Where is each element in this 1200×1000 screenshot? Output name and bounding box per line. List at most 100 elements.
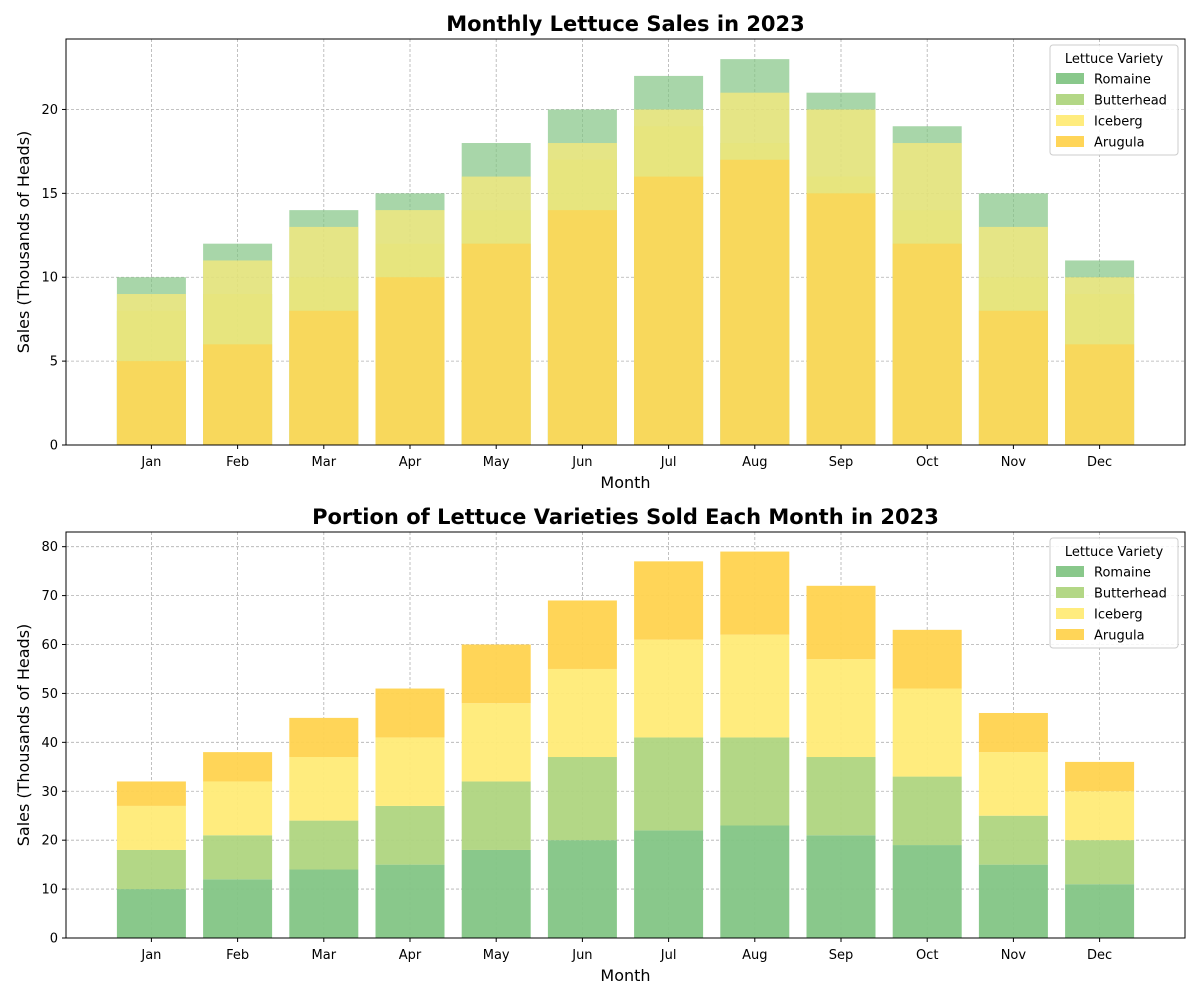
x-tick-label-apr: Apr <box>399 455 422 470</box>
bar-arugula-dec <box>1065 344 1135 445</box>
x-tick-label-may: May <box>483 455 510 470</box>
bar-iceberg-sep <box>806 659 876 758</box>
bar-iceberg-may <box>461 703 531 782</box>
bar-arugula-nov <box>978 712 1048 753</box>
bar-butterhead-jul <box>634 737 704 831</box>
bar-romaine-feb <box>203 879 273 938</box>
y-tick-label: 0 <box>50 932 58 947</box>
bar-romaine-sep <box>806 835 876 938</box>
x-tick-label-sep: Sep <box>829 455 854 470</box>
bar-arugula-mar <box>289 717 359 758</box>
bar-romaine-jun <box>547 840 617 938</box>
bar-butterhead-oct <box>892 776 962 846</box>
legend-label-iceberg: Iceberg <box>1094 115 1143 130</box>
legend-swatch-iceberg <box>1056 115 1084 126</box>
bar-iceberg-dec <box>1065 791 1135 841</box>
x-tick-label-may: May <box>483 948 510 963</box>
bar-romaine-mar <box>289 869 359 938</box>
x-tick-label-nov: Nov <box>1001 455 1027 470</box>
bar-arugula-jan <box>116 361 186 445</box>
chart-title: Portion of Lettuce Varieties Sold Each M… <box>312 505 939 529</box>
bar-butterhead-sep <box>806 757 876 836</box>
y-tick-label: 10 <box>41 883 58 898</box>
x-tick-label-dec: Dec <box>1087 948 1112 963</box>
legend-label-romaine: Romaine <box>1094 566 1151 581</box>
bar-romaine-nov <box>978 864 1048 938</box>
y-tick-label: 70 <box>41 589 58 604</box>
x-tick-label-nov: Nov <box>1001 948 1027 963</box>
bar-arugula-sep <box>806 193 876 445</box>
bar-iceberg-jul <box>634 639 704 738</box>
legend-box <box>1049 537 1179 649</box>
bar-romaine-aug <box>720 825 790 938</box>
bar-romaine-dec <box>1065 884 1135 938</box>
bars <box>116 551 1135 938</box>
y-tick-label: 0 <box>50 439 58 454</box>
bar-arugula-sep <box>806 585 876 660</box>
bar-arugula-apr <box>375 688 445 738</box>
y-tick-label: 20 <box>41 103 58 118</box>
bar-romaine-apr <box>375 864 445 938</box>
x-tick-label-jul: Jul <box>660 455 677 470</box>
x-tick-label-oct: Oct <box>916 455 938 470</box>
bar-butterhead-jan <box>116 849 186 890</box>
x-axis-label: Month <box>600 966 650 985</box>
legend-label-arugula: Arugula <box>1094 629 1145 644</box>
monthly-sales-chart: Monthly Lettuce Sales in 2023 0 5 10 15 20 Jan… <box>14 12 1186 492</box>
legend-swatch-romaine <box>1056 73 1084 84</box>
bar-romaine-jul <box>634 830 704 938</box>
x-tick-label-jun: Jun <box>571 455 592 470</box>
bar-arugula-jun <box>547 210 617 445</box>
bar-butterhead-mar <box>289 820 359 870</box>
bar-iceberg-nov <box>978 752 1048 816</box>
legend-swatch-arugula <box>1056 629 1084 640</box>
y-tick-label: 30 <box>41 785 58 800</box>
plot-frame <box>65 531 1186 939</box>
legend-box <box>1049 44 1179 156</box>
x-tick-label-oct: Oct <box>916 948 938 963</box>
bar-iceberg-oct <box>892 688 962 777</box>
y-tick-label: 80 <box>41 540 58 555</box>
legend-label-butterhead: Butterhead <box>1094 94 1167 109</box>
legend-title: Lettuce Variety <box>1065 545 1164 560</box>
y-tick-label: 20 <box>41 834 58 849</box>
bar-arugula-aug <box>720 551 790 635</box>
legend-swatch-butterhead <box>1056 587 1084 598</box>
bar-arugula-aug <box>720 159 790 445</box>
legend-label-arugula: Arugula <box>1094 136 1145 151</box>
legend-label-butterhead: Butterhead <box>1094 587 1167 602</box>
bar-arugula-may <box>461 243 531 445</box>
bar-arugula-jan <box>116 781 186 806</box>
bar-arugula-feb <box>203 344 273 445</box>
bar-iceberg-feb <box>203 781 273 836</box>
legend: Lettuce Variety Romaine Butterhead Iceberg A… <box>1049 537 1179 649</box>
bar-butterhead-jun <box>547 757 617 841</box>
bar-arugula-dec <box>1065 761 1135 792</box>
legend: Lettuce Variety Romaine Butterhead Iceberg A… <box>1049 44 1179 156</box>
x-tick-label-aug: Aug <box>742 455 767 470</box>
y-axis-label: Sales (Thousands of Heads) <box>14 131 33 354</box>
bar-arugula-jun <box>547 600 617 669</box>
bar-arugula-may <box>461 644 531 704</box>
bar-iceberg-apr <box>375 737 445 806</box>
bar-butterhead-aug <box>720 737 790 826</box>
bar-romaine-jan <box>116 889 186 938</box>
y-tick-label: 10 <box>41 271 58 286</box>
bar-butterhead-feb <box>203 835 273 880</box>
x-tick-label-jun: Jun <box>571 948 592 963</box>
bar-butterhead-dec <box>1065 840 1135 885</box>
bar-iceberg-jan <box>116 805 186 850</box>
x-tick-label-jan: Jan <box>140 948 161 963</box>
bar-romaine-oct <box>892 845 962 938</box>
bar-arugula-mar <box>289 310 359 445</box>
bar-arugula-jul <box>634 176 704 445</box>
legend-swatch-iceberg <box>1056 608 1084 619</box>
bars <box>116 59 1135 446</box>
bar-arugula-nov <box>978 310 1048 445</box>
bar-iceberg-aug <box>720 634 790 738</box>
bar-arugula-apr <box>375 277 445 445</box>
x-tick-label-apr: Apr <box>399 948 422 963</box>
bar-romaine-may <box>461 849 531 938</box>
legend-swatch-romaine <box>1056 566 1084 577</box>
